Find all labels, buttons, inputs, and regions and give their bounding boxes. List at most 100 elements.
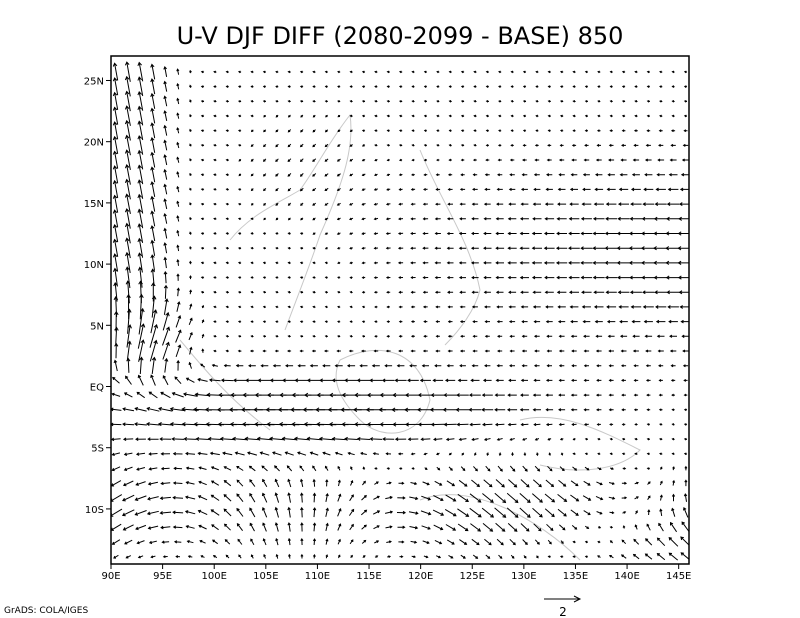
wind-vector xyxy=(309,451,319,456)
wind-vector xyxy=(386,114,390,118)
wind-vector xyxy=(386,129,390,133)
wind-vector xyxy=(671,114,675,118)
wind-vector xyxy=(306,436,322,441)
wind-vector xyxy=(397,261,404,265)
wind-vector xyxy=(175,314,182,328)
wind-vector xyxy=(473,99,477,103)
wind-vector xyxy=(592,216,605,221)
wind-vector xyxy=(458,261,467,265)
wind-vector xyxy=(410,202,416,206)
wind-vector xyxy=(122,494,135,502)
wind-vector xyxy=(547,99,551,103)
reference-arrowhead xyxy=(573,595,582,603)
wind-vector xyxy=(684,479,688,487)
wind-vector xyxy=(275,305,279,309)
wind-vector xyxy=(250,99,254,103)
wind-vector xyxy=(197,377,208,382)
wind-vector xyxy=(337,523,342,531)
wind-vector xyxy=(544,202,554,206)
wind-vector xyxy=(634,114,638,118)
wind-vector xyxy=(220,378,234,383)
wind-vector xyxy=(361,246,366,250)
wind-vector xyxy=(150,239,156,256)
wind-vector xyxy=(507,217,517,221)
wind-vector xyxy=(200,555,205,558)
wind-vector xyxy=(147,496,159,501)
wind-vector xyxy=(337,129,341,133)
wind-vector xyxy=(656,334,665,338)
y-tick-label: 25N xyxy=(84,76,104,87)
wind-vector xyxy=(653,275,668,280)
wind-vector xyxy=(522,465,528,472)
wind-vector xyxy=(458,246,467,250)
wind-vector xyxy=(297,451,307,456)
wind-vector xyxy=(583,510,591,516)
wind-vector xyxy=(385,246,391,250)
wind-vector xyxy=(668,319,678,324)
wind-vector xyxy=(287,202,292,206)
wind-vector xyxy=(621,481,628,485)
wind-vector xyxy=(633,538,640,545)
wind-vector xyxy=(287,114,291,118)
wind-vector xyxy=(677,231,689,236)
wind-vector xyxy=(471,231,479,236)
wind-vector xyxy=(263,202,267,206)
wind-vector xyxy=(433,524,444,531)
wind-vector xyxy=(237,276,242,279)
wind-vector xyxy=(287,506,291,518)
wind-vector xyxy=(666,202,680,207)
wind-vector xyxy=(261,465,268,472)
wind-vector xyxy=(347,451,355,456)
wind-vector xyxy=(275,202,279,206)
wind-vector xyxy=(386,290,391,294)
wind-vector xyxy=(483,261,492,265)
wind-vector xyxy=(257,378,272,383)
wind-vector xyxy=(446,231,454,236)
wind-vector xyxy=(237,538,243,545)
wind-vector xyxy=(531,493,543,503)
wind-vector xyxy=(232,436,248,441)
wind-vector xyxy=(147,481,159,486)
wind-vector xyxy=(262,232,266,235)
wind-vector xyxy=(531,275,542,280)
wind-vector xyxy=(223,480,232,487)
wind-vector xyxy=(195,436,210,441)
wind-vector xyxy=(547,555,551,558)
wind-vector xyxy=(172,451,183,456)
wind-vector xyxy=(645,538,653,546)
wind-vector xyxy=(150,268,155,286)
wind-vector xyxy=(213,217,217,221)
wind-vector xyxy=(300,522,304,532)
wind-vector xyxy=(137,208,144,229)
wind-vector xyxy=(325,554,329,559)
wind-vector xyxy=(520,187,528,192)
wind-vector xyxy=(446,364,454,368)
wind-vector xyxy=(572,99,576,103)
wind-vector xyxy=(547,437,552,441)
wind-vector xyxy=(373,261,378,265)
wind-vector xyxy=(519,275,529,280)
wind-vector xyxy=(125,237,131,259)
wind-vector xyxy=(582,319,591,324)
wind-vector xyxy=(443,393,457,398)
wind-vector xyxy=(361,524,367,530)
wind-vector xyxy=(299,70,304,74)
wind-vector xyxy=(671,493,676,502)
wind-vector xyxy=(535,85,539,88)
wind-vector xyxy=(236,507,244,517)
wind-vector xyxy=(634,437,638,441)
wind-vector xyxy=(544,275,555,280)
wind-vector xyxy=(223,508,232,517)
wind-vector xyxy=(407,437,419,442)
wind-vector xyxy=(498,554,503,559)
wind-vector xyxy=(630,187,641,192)
wind-vector xyxy=(511,452,514,457)
wind-vector xyxy=(300,202,304,206)
wind-vector xyxy=(373,202,379,206)
wind-vector xyxy=(568,290,579,295)
wind-vector xyxy=(472,158,477,162)
wind-vector xyxy=(448,114,452,118)
wind-vector xyxy=(483,231,492,236)
wind-vector xyxy=(483,437,491,441)
